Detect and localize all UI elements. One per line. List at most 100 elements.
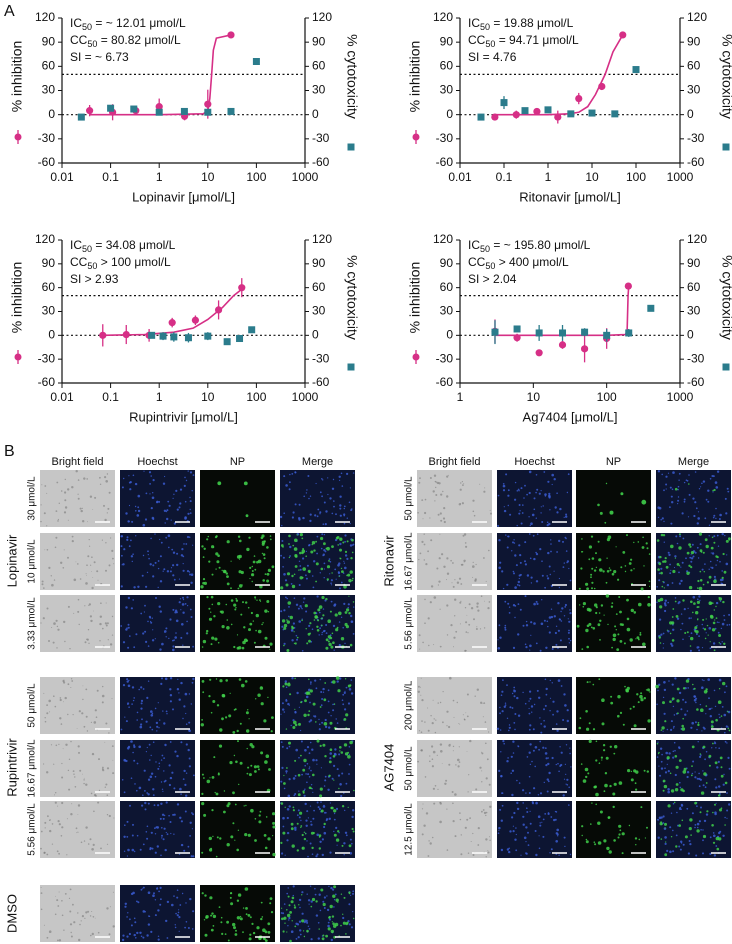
cell-dot: [134, 921, 136, 923]
cell-dot: [609, 785, 611, 787]
cell-dot: [460, 819, 461, 820]
annotation-text: CC: [70, 33, 88, 47]
cell-dot: [315, 759, 317, 761]
cell-dot: [635, 837, 637, 839]
cell-dot: [720, 579, 723, 582]
cell-dot: [201, 719, 203, 721]
cell-dot: [601, 757, 603, 759]
cell-dot: [85, 689, 87, 691]
cell-dot: [688, 474, 690, 476]
cell-dot: [310, 689, 313, 692]
micrograph: [417, 740, 492, 797]
cell-dot: [665, 600, 667, 602]
cell-dot: [289, 555, 291, 557]
cell-dot: [715, 706, 716, 707]
cell-dot: [63, 930, 64, 931]
cell-dot: [529, 713, 531, 715]
cell-dot: [706, 782, 708, 784]
cell-dot: [209, 777, 210, 778]
cell-dot: [288, 887, 289, 888]
cell-dot: [528, 516, 529, 517]
y-tick-label: 0: [48, 328, 55, 342]
micrograph-background: [40, 677, 115, 734]
cell-dot: [237, 647, 240, 650]
cell-dot: [487, 850, 488, 851]
cell-dot: [674, 750, 676, 752]
cell-dot: [543, 471, 545, 473]
cell-dot: [337, 845, 338, 846]
micrograph: [576, 533, 651, 590]
cell-dot: [539, 493, 541, 495]
cell-dot: [339, 476, 341, 478]
cell-dot: [687, 480, 689, 482]
cell-dot: [129, 545, 131, 547]
cell-dot: [514, 839, 516, 841]
cell-dot: [472, 577, 473, 578]
cell-dot: [206, 632, 208, 634]
cell-dot: [155, 899, 156, 900]
cell-dot: [342, 914, 343, 915]
cell-dot: [551, 848, 553, 850]
cell-dot: [474, 580, 476, 582]
cell-dot: [156, 501, 158, 503]
cell-dot: [327, 789, 329, 791]
cell-dot: [344, 692, 346, 694]
cell-dot: [331, 572, 332, 573]
cell-dot: [298, 569, 299, 570]
annotation-text: 50: [87, 261, 97, 271]
cell-dot: [689, 586, 692, 589]
cell-dot: [633, 706, 635, 708]
cell-dot: [260, 686, 263, 689]
cell-dot: [593, 684, 595, 686]
cell-dot: [317, 802, 319, 804]
annotation: IC50 = 34.08 μmol/L: [70, 238, 176, 254]
cell-dot: [260, 811, 262, 813]
cell-dot: [109, 933, 111, 935]
cell-dot: [288, 682, 290, 684]
cell-dot: [91, 556, 93, 558]
cell-dot: [697, 601, 700, 604]
x-tick-label: 0.01: [50, 390, 74, 404]
cell-dot: [95, 918, 96, 919]
cell-dot: [281, 908, 282, 909]
cell-dot: [105, 787, 106, 788]
cell-dot: [603, 744, 605, 746]
cell-dot: [65, 697, 67, 699]
cell-dot: [249, 937, 252, 940]
cell-dot: [271, 716, 274, 719]
cell-dot: [420, 553, 422, 555]
row-label: 200 μmol/L: [404, 680, 415, 730]
cell-dot: [339, 549, 342, 552]
cell-dot: [95, 709, 97, 711]
cell-dot: [481, 752, 483, 754]
cell-dot: [220, 611, 222, 613]
cell-dot: [161, 542, 163, 544]
x-tick-label: 1: [545, 170, 552, 184]
cell-dot: [517, 490, 519, 492]
cell-dot: [460, 482, 461, 483]
cell-dot: [142, 794, 144, 796]
data-point: [78, 114, 85, 121]
micrograph: [200, 740, 275, 797]
cell-dot: [107, 512, 108, 513]
cell-dot: [720, 643, 722, 645]
cell-dot: [519, 574, 521, 576]
cell-dot: [286, 839, 288, 841]
cell-dot: [322, 854, 324, 856]
cell-dot: [70, 687, 71, 688]
cell-dot: [181, 548, 183, 550]
cell-dot: [308, 640, 311, 643]
cell-dot: [595, 759, 597, 761]
cell-dot: [589, 681, 590, 682]
cell-dot: [134, 851, 136, 853]
cell-dot: [649, 581, 651, 583]
cell-dot: [689, 546, 691, 548]
cell-dot: [293, 809, 295, 811]
cell-dot: [109, 564, 111, 566]
cell-dot: [97, 802, 99, 804]
cell-dot: [660, 598, 664, 602]
cell-dot: [318, 922, 320, 924]
cell-dot: [664, 560, 667, 563]
cell-dot: [284, 788, 286, 790]
